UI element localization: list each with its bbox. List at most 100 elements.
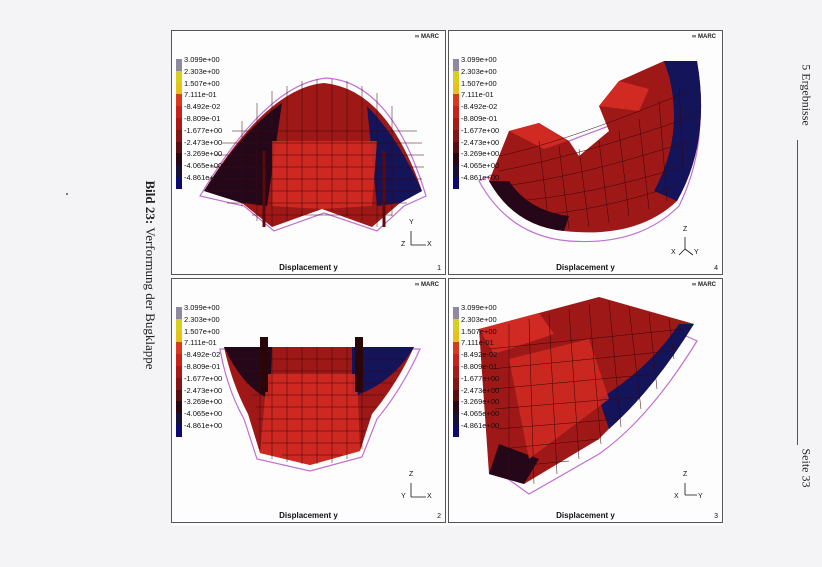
- deformation-plot-oblique: [479, 297, 698, 495]
- axis-label-right: Y: [698, 493, 703, 500]
- axis-label-right: X: [427, 493, 432, 500]
- color-scale-swatch: [453, 129, 459, 142]
- color-scale-swatch: [453, 389, 459, 402]
- color-scale-swatch: [453, 354, 459, 366]
- color-scale-swatch: [176, 354, 182, 366]
- figure-grid: 3.099e+00 2.303e+00 1.507e+00 7.111e-01 -8.4…: [171, 30, 724, 526]
- color-scale-swatch: [176, 106, 182, 118]
- color-scale-swatch: [453, 165, 459, 177]
- color-scale-value: 2.303e+00: [184, 314, 220, 324]
- color-scale-swatch: [453, 94, 459, 107]
- color-scale-value: -2.473e+00: [184, 137, 223, 147]
- panel-3: 3.099e+00 2.303e+00 1.507e+00 7.111e-01 -8.4…: [448, 278, 723, 523]
- color-scale-swatch: [176, 365, 182, 378]
- color-scale-swatch: [176, 413, 182, 425]
- color-scale-value: 3.099e+00: [184, 303, 220, 312]
- color-scale-bar: [453, 307, 459, 437]
- color-scale-value: -1.677e+00: [461, 373, 500, 383]
- color-scale-swatch: [176, 165, 182, 177]
- panel-label: Displacement y: [556, 263, 615, 272]
- color-scale-swatch: [453, 330, 459, 343]
- color-scale-swatch: [453, 401, 459, 414]
- color-scale-labels: 3.099e+00 2.303e+00 1.507e+00 7.111e-01 -8.4…: [461, 54, 499, 184]
- panel-number: 3: [714, 513, 718, 520]
- color-scale-labels: 3.099e+00 2.303e+00 1.507e+00 7.111e-01 -8.4…: [184, 54, 222, 184]
- color-scale-value: -2.473e+00: [461, 385, 500, 395]
- color-scale-swatch: [176, 70, 182, 83]
- axis-label-up: Z: [409, 471, 414, 478]
- header-rule: [797, 140, 798, 445]
- color-scale-value: -8.809e-01: [461, 361, 498, 371]
- color-scale-swatch: [453, 70, 459, 83]
- color-scale-swatch: [453, 141, 459, 154]
- color-scale-value: -2.473e+00: [461, 137, 500, 147]
- color-scale-swatch: [176, 377, 182, 390]
- panel-label: Displacement y: [279, 263, 338, 272]
- color-scale-swatch: [453, 318, 459, 331]
- color-scale-swatch: [453, 59, 459, 71]
- color-scale-value: -4.861e+00: [461, 172, 500, 182]
- axis-label-origin: Y: [401, 493, 406, 500]
- figure-caption-label: Bild 23:: [143, 180, 158, 225]
- color-scale-value: -8.492e-02: [184, 350, 221, 360]
- panel-number: 2: [437, 513, 441, 520]
- axis-label-left: X: [671, 249, 676, 256]
- color-scale-swatch: [176, 153, 182, 166]
- marc-logo: ∞ MARC: [415, 34, 439, 40]
- color-scale-value: 1.507e+00: [184, 78, 220, 88]
- color-scale-swatch: [453, 106, 459, 118]
- figure-caption: Bild 23: Verformung der Bugklappe: [142, 181, 158, 370]
- color-scale-value: 2.303e+00: [184, 66, 220, 76]
- color-scale-value: -1.677e+00: [184, 125, 223, 135]
- panel-number: 1: [437, 265, 441, 272]
- panel-number: 4: [714, 265, 718, 272]
- color-scale-swatch: [176, 389, 182, 402]
- color-scale-swatch: [176, 401, 182, 414]
- color-scale-value: 7.111e-01: [461, 90, 494, 100]
- color-scale-value: -4.065e+00: [184, 161, 223, 171]
- section-header: 5 Ergebnisse: [799, 64, 814, 126]
- color-scale-labels: 3.099e+00 2.303e+00 1.507e+00 7.111e-01 -8.4…: [461, 302, 499, 432]
- color-scale-bar: [176, 307, 182, 437]
- axis-label-right: Y: [694, 249, 699, 256]
- color-scale-value: 2.303e+00: [461, 314, 497, 324]
- color-scale-swatch: [453, 424, 459, 437]
- color-scale-swatch: [176, 342, 182, 355]
- color-scale-bar: [176, 59, 182, 189]
- color-scale-swatch: [453, 176, 459, 189]
- color-scale-value: -8.809e-01: [184, 113, 221, 123]
- figure-caption-text: Verformung der Bugklappe: [143, 224, 158, 370]
- marc-logo: ∞ MARC: [692, 282, 716, 288]
- axis-label-up: Z: [683, 226, 688, 233]
- axis-label-origin: Z: [401, 241, 406, 248]
- color-scale-bar: [453, 59, 459, 189]
- color-scale-swatch: [176, 59, 182, 71]
- color-scale-swatch: [176, 424, 182, 437]
- color-scale-swatch: [176, 129, 182, 142]
- color-scale-value: -2.473e+00: [184, 385, 223, 395]
- color-scale-value: -4.861e+00: [184, 420, 223, 430]
- color-scale-value: -4.065e+00: [461, 161, 500, 171]
- color-scale-value: 2.303e+00: [461, 66, 497, 76]
- color-scale-value: 7.111e-01: [184, 90, 217, 100]
- color-scale-swatch: [176, 318, 182, 331]
- color-scale-value: -8.809e-01: [461, 113, 498, 123]
- axis-label-origin: X: [674, 493, 679, 500]
- page-number: Seite 33: [799, 448, 814, 488]
- panel-1: 3.099e+00 2.303e+00 1.507e+00 7.111e-01 -8.4…: [171, 30, 446, 275]
- color-scale-value: -4.065e+00: [184, 409, 223, 419]
- color-scale-swatch: [453, 377, 459, 390]
- color-scale-value: -1.677e+00: [461, 125, 500, 135]
- color-scale-value: 1.507e+00: [184, 326, 220, 336]
- color-scale-swatch: [176, 117, 182, 130]
- color-scale-value: -8.809e-01: [184, 361, 221, 371]
- color-scale-value: -1.677e+00: [184, 373, 223, 383]
- axis-label-right: X: [427, 241, 432, 248]
- color-scale-value: -3.269e+00: [461, 149, 500, 159]
- color-scale-value: 3.099e+00: [461, 55, 497, 64]
- panel-label: Displacement y: [556, 511, 615, 520]
- color-scale-value: -3.269e+00: [184, 397, 223, 407]
- color-scale-value: -8.492e-02: [461, 102, 498, 112]
- color-scale-value: -4.861e+00: [461, 420, 500, 430]
- color-scale-swatch: [176, 330, 182, 343]
